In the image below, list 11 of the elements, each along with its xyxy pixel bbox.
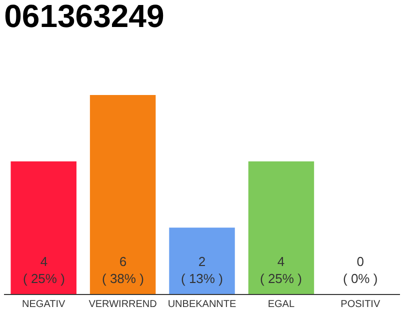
x-tick-label: UNBEKANNTE	[168, 299, 236, 310]
chart-title: 061363249	[4, 0, 164, 34]
data-label: 2 ( 13% )	[181, 254, 223, 286]
data-label: 4 ( 25% )	[23, 254, 65, 286]
data-label: 6 ( 38% )	[102, 254, 144, 286]
data-label: 0 ( 0% )	[343, 254, 378, 286]
data-label: 4 ( 25% )	[260, 254, 302, 286]
x-tick-label: VERWIRREND	[88, 299, 157, 310]
x-tick-label: POSITIV	[340, 299, 380, 310]
x-tick-label: NEGATIV	[22, 299, 66, 310]
x-tick-label: EGAL	[268, 299, 295, 310]
